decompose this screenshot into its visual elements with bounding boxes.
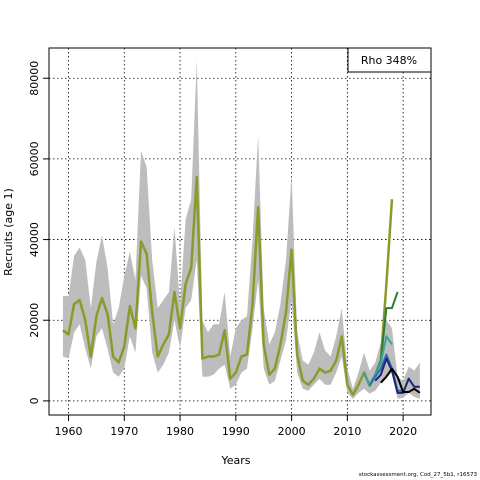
x-tick-label: 1970 (110, 425, 138, 438)
x-tick-label: 1990 (222, 425, 250, 438)
series-line-5 (380, 367, 421, 394)
y-tick-label: 40000 (28, 222, 41, 257)
y-axis-label: Recruits (age 1) (2, 188, 15, 276)
legend-label: Rho 348% (361, 54, 417, 67)
confidence-band (62, 60, 420, 399)
x-tick-label: 1980 (166, 425, 194, 438)
y-axis: 0 20000 40000 60000 80000 (28, 61, 49, 404)
series-line-4 (374, 357, 420, 394)
legend-box (347, 47, 432, 73)
x-tick-label: 2010 (333, 425, 361, 438)
series-line-0 (62, 175, 394, 397)
grid-lines (49, 48, 431, 415)
legend: Rho 348% (347, 47, 432, 73)
series-line-2 (363, 335, 393, 387)
x-axis: 1960 1970 1980 1990 2000 2010 2020 (55, 415, 417, 438)
y-tick-label: 0 (28, 397, 41, 404)
y-tick-label: 20000 (28, 303, 41, 338)
x-tick-label: 2020 (389, 425, 417, 438)
series-lines (62, 175, 421, 397)
footer-note: stockassessment.org, Cod_27_5b1, r16573 (359, 472, 478, 478)
y-tick-label: 80000 (28, 61, 41, 96)
y-tick-label: 60000 (28, 141, 41, 176)
confidence-band-area (62, 60, 420, 399)
x-tick-label: 1960 (55, 425, 83, 438)
plot-frame (48, 47, 432, 416)
x-axis-label: Years (220, 454, 250, 467)
x-tick-label: 2000 (278, 425, 306, 438)
